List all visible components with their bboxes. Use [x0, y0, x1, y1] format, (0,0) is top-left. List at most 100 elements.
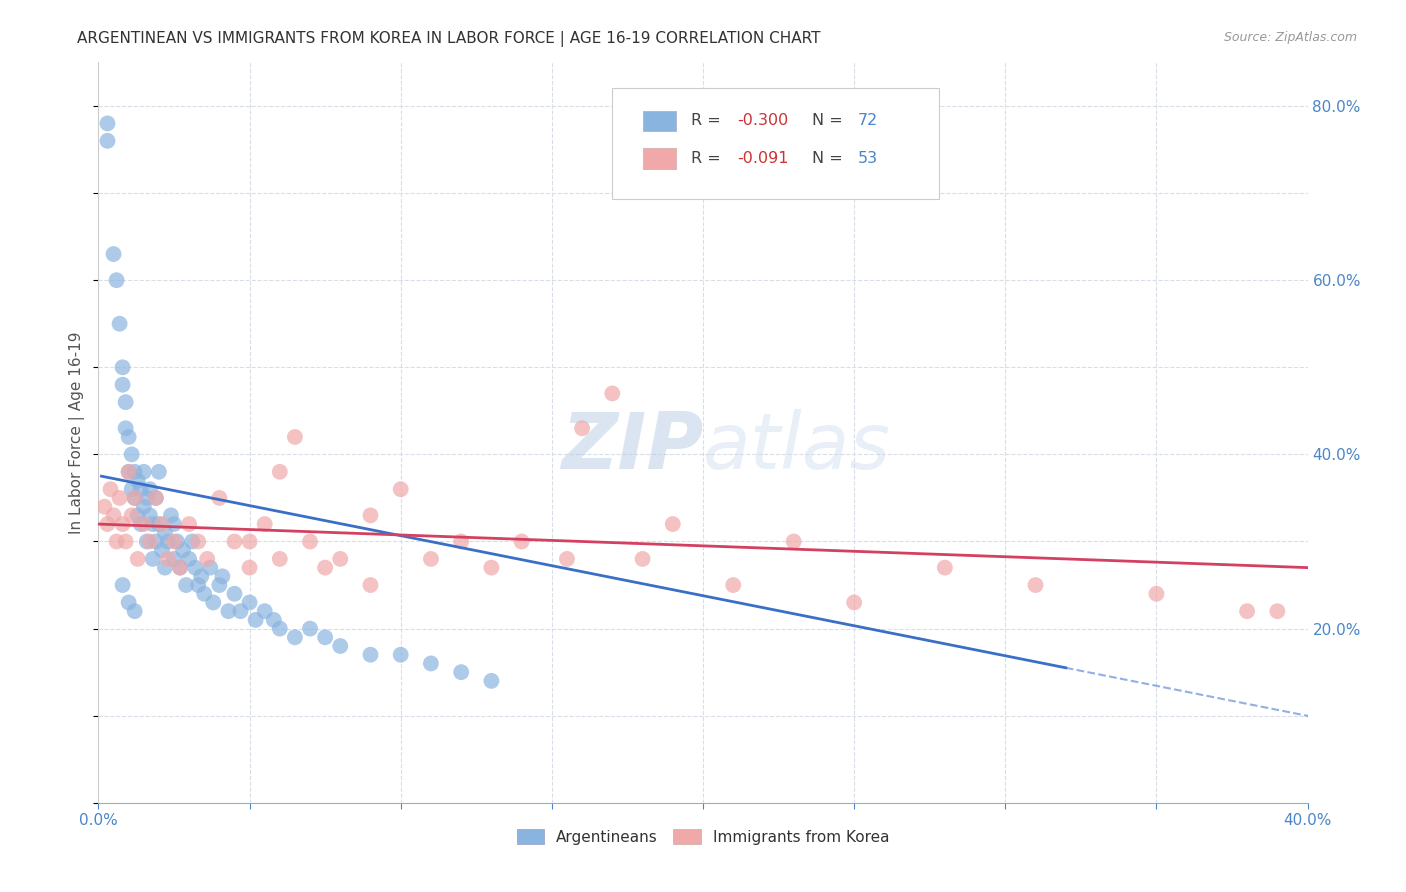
Point	[145, 491, 167, 505]
Point	[127, 474, 149, 488]
Point	[420, 552, 443, 566]
Point	[329, 552, 352, 566]
Point	[783, 534, 806, 549]
Point	[269, 552, 291, 566]
Point	[239, 534, 262, 549]
Legend: Argentineans, Immigrants from Korea: Argentineans, Immigrants from Korea	[510, 822, 896, 851]
Point	[139, 482, 162, 496]
Point	[142, 552, 165, 566]
Point	[153, 525, 176, 540]
Point	[121, 482, 143, 496]
Point	[450, 665, 472, 680]
Text: -0.091: -0.091	[737, 151, 789, 166]
Point	[1267, 604, 1289, 618]
Point	[129, 517, 152, 532]
Text: R =: R =	[690, 113, 725, 128]
Point	[150, 543, 173, 558]
Point	[208, 578, 231, 592]
Point	[631, 552, 654, 566]
Point	[153, 560, 176, 574]
Point	[127, 508, 149, 523]
Point	[314, 630, 336, 644]
Point	[184, 560, 207, 574]
Point	[1024, 578, 1046, 592]
Point	[96, 517, 118, 532]
Point	[555, 552, 578, 566]
Point	[420, 657, 443, 671]
Text: Source: ZipAtlas.com: Source: ZipAtlas.com	[1223, 31, 1357, 45]
Point	[150, 517, 173, 532]
Point	[124, 491, 146, 505]
Point	[360, 508, 382, 523]
Point	[129, 482, 152, 496]
Point	[481, 673, 503, 688]
Point	[200, 560, 222, 574]
Point	[118, 465, 141, 479]
Point	[329, 639, 352, 653]
Point	[299, 622, 322, 636]
Point	[169, 560, 191, 574]
Point	[132, 517, 155, 532]
Point	[114, 534, 136, 549]
Point	[163, 552, 186, 566]
Point	[181, 534, 204, 549]
Point	[360, 648, 382, 662]
Point	[114, 395, 136, 409]
Point	[284, 430, 307, 444]
Text: N =: N =	[811, 151, 848, 166]
Text: -0.300: -0.300	[737, 113, 789, 128]
Point	[166, 534, 188, 549]
Point	[844, 595, 866, 609]
Point	[229, 604, 252, 618]
Point	[124, 465, 146, 479]
Point	[179, 552, 201, 566]
Point	[118, 595, 141, 609]
Point	[145, 534, 167, 549]
Point	[96, 134, 118, 148]
Point	[314, 560, 336, 574]
Point	[174, 578, 197, 592]
Text: 72: 72	[858, 113, 877, 128]
Point	[602, 386, 624, 401]
Point	[217, 604, 239, 618]
Point	[299, 534, 322, 549]
Point	[105, 534, 128, 549]
Point	[105, 273, 128, 287]
Point	[93, 500, 115, 514]
Point	[108, 491, 131, 505]
Point	[179, 517, 201, 532]
Point	[121, 508, 143, 523]
Point	[145, 491, 167, 505]
Point	[163, 517, 186, 532]
Point	[571, 421, 593, 435]
Point	[124, 604, 146, 618]
Point	[108, 317, 131, 331]
Point	[172, 543, 194, 558]
Point	[269, 622, 291, 636]
Point	[139, 534, 162, 549]
Point	[211, 569, 233, 583]
Point	[127, 552, 149, 566]
Text: N =: N =	[811, 113, 848, 128]
Point	[103, 247, 125, 261]
Point	[160, 508, 183, 523]
Point	[148, 465, 170, 479]
Point	[111, 377, 134, 392]
Text: ZIP: ZIP	[561, 409, 703, 485]
Point	[111, 578, 134, 592]
Point	[360, 578, 382, 592]
Point	[934, 560, 956, 574]
Point	[96, 116, 118, 130]
Point	[169, 560, 191, 574]
Point	[723, 578, 745, 592]
Point	[269, 465, 291, 479]
Point	[148, 517, 170, 532]
Y-axis label: In Labor Force | Age 16-19: In Labor Force | Age 16-19	[69, 331, 86, 534]
Point	[263, 613, 285, 627]
Point	[510, 534, 533, 549]
Point	[450, 534, 472, 549]
Point	[224, 587, 246, 601]
Point	[139, 508, 162, 523]
Point	[121, 447, 143, 461]
Point	[124, 491, 146, 505]
